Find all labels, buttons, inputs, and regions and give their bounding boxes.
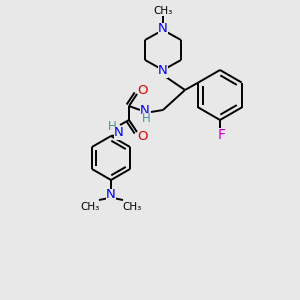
Text: N: N	[158, 64, 168, 77]
Text: H: H	[142, 112, 150, 125]
Text: CH₃: CH₃	[122, 202, 142, 212]
Text: CH₃: CH₃	[153, 6, 172, 16]
Text: H: H	[108, 121, 116, 134]
Text: N: N	[140, 104, 150, 118]
Text: N: N	[158, 22, 168, 35]
Text: F: F	[218, 128, 226, 142]
Text: O: O	[138, 83, 148, 97]
Text: N: N	[106, 188, 116, 202]
Text: CH₃: CH₃	[80, 202, 100, 212]
Text: N: N	[114, 127, 124, 140]
Text: O: O	[138, 130, 148, 142]
